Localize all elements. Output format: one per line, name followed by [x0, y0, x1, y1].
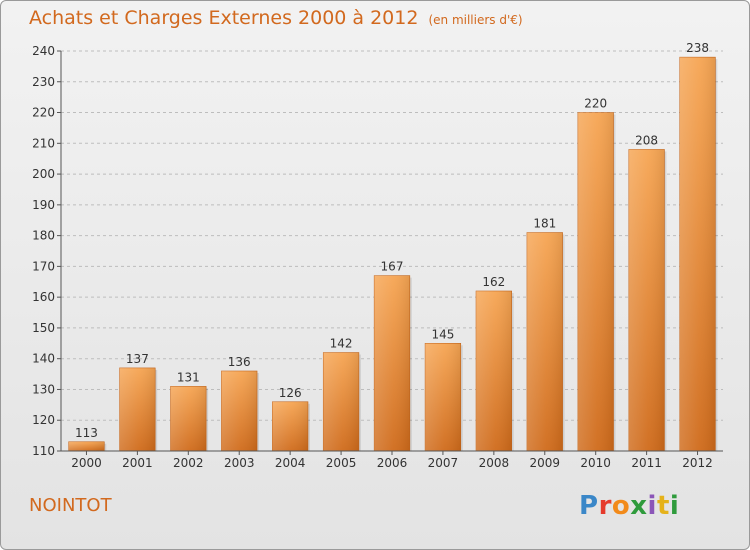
data-label: 220	[584, 97, 607, 111]
data-label: 181	[533, 217, 556, 231]
chart-title: Achats et Charges Externes 2000 à 2012 (e…	[29, 7, 523, 29]
data-label: 208	[635, 133, 658, 147]
bar-highlight	[577, 112, 614, 452]
x-tick-label: 2007	[428, 456, 459, 470]
y-tick-label: 140	[32, 352, 55, 366]
chart-title-text: Achats et Charges Externes 2000 à 2012	[29, 7, 419, 29]
chart-unit: (en milliers d'€)	[428, 13, 523, 27]
logo-letter: i	[669, 491, 680, 521]
bar-highlight	[323, 352, 359, 451]
x-tick-label: 2012	[682, 456, 713, 470]
y-tick-label: 230	[32, 75, 55, 89]
logo-letter: o	[611, 491, 631, 521]
bar-highlight	[119, 367, 156, 451]
bar-highlight	[68, 441, 105, 451]
x-tick-label: 2011	[631, 456, 662, 470]
x-tick-label: 2008	[479, 456, 510, 470]
y-tick-label: 130	[32, 382, 55, 396]
y-tick-label: 110	[32, 444, 55, 458]
y-tick-label: 180	[32, 229, 55, 243]
y-tick-label: 210	[32, 136, 55, 150]
data-label: 136	[228, 355, 251, 369]
logo-letter: t	[656, 491, 670, 521]
bar-highlight	[679, 57, 716, 452]
y-tick-label: 160	[32, 290, 55, 304]
logo-letter: i	[647, 491, 657, 521]
x-tick-label: 2000	[71, 456, 102, 470]
logo-letter: x	[630, 491, 648, 521]
data-label: 238	[686, 41, 709, 55]
x-tick-label: 2005	[326, 456, 357, 470]
bar-highlight	[628, 149, 665, 451]
x-tick-label: 2009	[529, 456, 560, 470]
logo-letter: r	[598, 491, 612, 521]
data-label: 142	[330, 337, 353, 351]
y-tick-label: 150	[32, 321, 55, 335]
x-tick-label: 2004	[275, 456, 306, 470]
x-tick-label: 2010	[580, 456, 611, 470]
bar-highlight	[526, 232, 563, 451]
data-label: 131	[177, 370, 200, 384]
data-label: 162	[482, 275, 505, 289]
data-label: 126	[279, 386, 302, 400]
logo-letter: P	[579, 491, 599, 521]
y-tick-label: 220	[32, 106, 55, 120]
bar-highlight	[221, 371, 258, 451]
data-label: 167	[381, 260, 404, 274]
bar-highlight	[476, 291, 512, 451]
y-axis: 110 120 130 140 150 160 170 180 190 200 210 220 230 2…	[32, 44, 62, 458]
bar-highlight	[170, 386, 207, 451]
y-tick-label: 190	[32, 198, 55, 212]
data-label: 137	[126, 352, 149, 366]
y-tick-label: 240	[32, 44, 55, 58]
y-tick-label: 170	[32, 259, 55, 273]
bars	[68, 56, 718, 452]
bar-highlight	[374, 275, 410, 451]
bar-highlight	[425, 343, 461, 451]
x-tick-label: 2002	[173, 456, 204, 470]
data-label: 145	[431, 327, 454, 341]
x-tick-label: 2001	[122, 456, 153, 470]
data-labels: 113 137 131 136 126 142 167 145 162 181 220 208 238	[75, 41, 709, 440]
x-tick-label: 2006	[377, 456, 408, 470]
data-label: 113	[75, 426, 98, 440]
x-axis: 2000 2001 2002 2003 2004 2005 2006 2007 2008 2009…	[61, 450, 723, 470]
x-tick-label: 2003	[224, 456, 255, 470]
y-tick-label: 200	[32, 167, 55, 181]
y-tick-label: 120	[32, 413, 55, 427]
proxiti-logo: Proxiti	[579, 491, 679, 521]
commune-name: NOINTOT	[29, 495, 112, 516]
bar-highlight	[272, 401, 308, 451]
